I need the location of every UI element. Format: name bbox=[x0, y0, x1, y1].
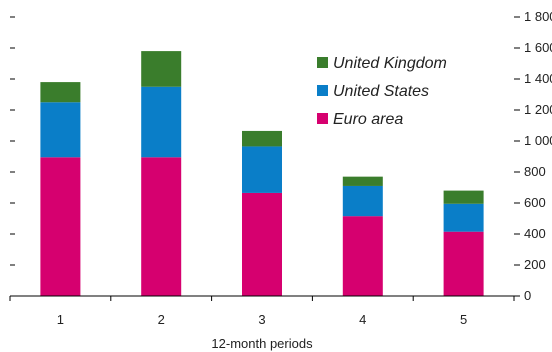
y-tick-label: 1 000 bbox=[524, 133, 552, 148]
y-tick-label: 1 800 bbox=[524, 9, 552, 24]
x-tick-label: 3 bbox=[258, 312, 265, 327]
bar-segment-cat5-series1 bbox=[443, 203, 484, 232]
bar-segment-cat2-series2 bbox=[141, 51, 182, 87]
bar-segment-cat5-series2 bbox=[443, 190, 484, 204]
y-tick-label: 1 200 bbox=[524, 102, 552, 117]
bar-segment-cat4-series2 bbox=[342, 176, 383, 186]
legend: United Kingdom United States Euro area bbox=[317, 55, 447, 128]
y-tick-label: 1 600 bbox=[524, 40, 552, 55]
bar-segment-cat1-series1 bbox=[40, 102, 81, 158]
bar-segment-cat3-series0 bbox=[242, 192, 282, 296]
bar-segment-cat1-series2 bbox=[40, 82, 81, 103]
legend-swatch bbox=[317, 85, 328, 96]
legend-swatch bbox=[317, 57, 328, 68]
bar-segment-cat4-series1 bbox=[342, 185, 383, 217]
y-tick-label: 800 bbox=[524, 164, 546, 179]
y-tick-label: 400 bbox=[524, 226, 546, 241]
y-tick-label: 1 400 bbox=[524, 71, 552, 86]
y-tick-label: 0 bbox=[524, 288, 531, 303]
legend-label: Euro area bbox=[333, 111, 403, 128]
legend-swatch bbox=[317, 113, 328, 124]
bar-segment-cat3-series1 bbox=[242, 146, 282, 193]
legend-label: United States bbox=[333, 83, 429, 100]
x-tick-label: 5 bbox=[460, 312, 467, 327]
x-tick-label: 2 bbox=[158, 312, 165, 327]
bar-segment-cat2-series1 bbox=[141, 86, 182, 158]
x-tick-label: 4 bbox=[359, 312, 366, 327]
bars-layer bbox=[40, 51, 484, 296]
x-tick-label: 1 bbox=[57, 312, 64, 327]
bar-segment-cat5-series0 bbox=[443, 231, 484, 296]
bar-segment-cat2-series0 bbox=[141, 157, 182, 296]
y-tick-label: 600 bbox=[524, 195, 546, 210]
axes-layer: 0 200 400 600 800 1 000 1 200 1 400 1 600 1 800 1 2… bbox=[9, 9, 552, 327]
x-axis-title: 12-month periods bbox=[211, 336, 313, 351]
bar-segment-cat1-series0 bbox=[40, 157, 81, 296]
legend-label: United Kingdom bbox=[333, 55, 447, 72]
bar-segment-cat4-series0 bbox=[342, 216, 383, 296]
y-tick-label: 200 bbox=[524, 257, 546, 272]
bar-segment-cat3-series2 bbox=[242, 130, 282, 147]
